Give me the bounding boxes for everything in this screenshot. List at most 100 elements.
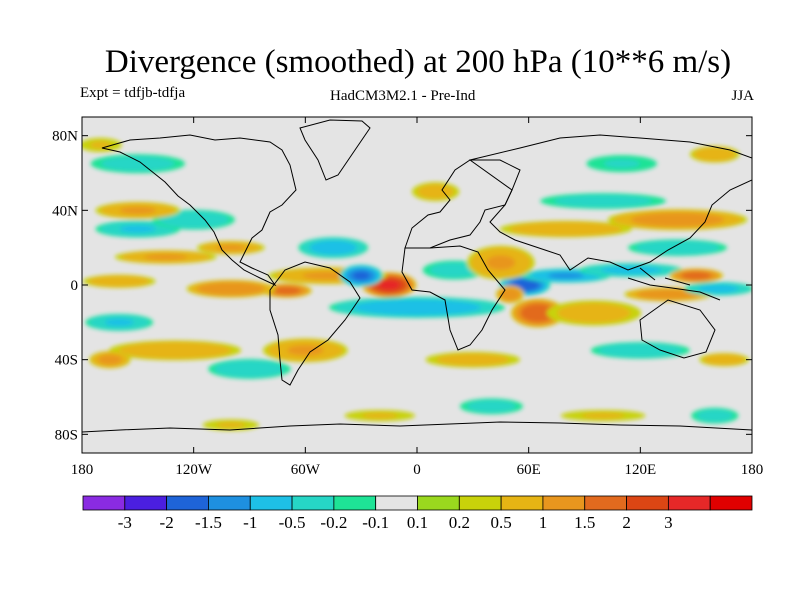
colorbar-label: 3 xyxy=(664,513,673,532)
colorbar-label: 1 xyxy=(539,513,548,532)
colorbar-label: 2 xyxy=(622,513,631,532)
contour-region xyxy=(214,360,285,378)
coastline-layer xyxy=(82,119,752,433)
contour-region xyxy=(630,212,725,227)
colorbar-swatch xyxy=(458,495,502,511)
colorbar-swatch xyxy=(417,495,460,511)
lon-tick-label: 60E xyxy=(517,462,541,478)
coastline-europe xyxy=(404,159,521,249)
colorbar-swatch xyxy=(375,495,418,511)
lat-tick-label: 0 xyxy=(71,278,79,294)
contour-region xyxy=(353,299,481,316)
colorbar-label: -1 xyxy=(243,513,257,532)
colorbar-label: -0.2 xyxy=(320,513,347,532)
contour-region xyxy=(197,281,265,296)
colorbar-swatch xyxy=(291,495,335,511)
contour-region xyxy=(89,141,112,149)
colorbar-label: -2 xyxy=(160,513,174,532)
lat-tick-label: 80S xyxy=(55,427,78,443)
contour-region xyxy=(352,271,370,281)
colorbar-swatch xyxy=(249,495,293,511)
colorbar: -3 -2 -1.5 -1 -0.5 -0.2 -0.1 0.1 0.2 0.5 1 1.5 2 3 xyxy=(82,495,753,532)
lon-tick-label: 0 xyxy=(413,462,421,478)
colorbar-swatch xyxy=(709,495,753,511)
contour-region xyxy=(600,266,662,275)
contour-region xyxy=(702,354,746,366)
coastline-australia xyxy=(639,299,716,359)
colorbar-swatch xyxy=(333,495,377,511)
contour-region xyxy=(597,343,683,358)
colorbar-label: -1.5 xyxy=(195,513,222,532)
contour-region xyxy=(509,221,623,237)
colorbar-swatch xyxy=(626,495,669,511)
lon-tick-label: 180 xyxy=(71,462,94,478)
contour-region xyxy=(216,422,246,428)
map-axes: 80N 40N 0 40S 80S 180 120W 60W 0 60E 120E 180 xyxy=(52,117,763,478)
colorbar-swatch xyxy=(542,495,586,511)
contour-region xyxy=(119,206,156,214)
contour-region xyxy=(696,409,734,422)
contour-region xyxy=(417,184,454,200)
contour-region xyxy=(557,303,631,323)
contour-region xyxy=(429,262,479,278)
contour-region xyxy=(635,240,720,255)
colorbar-label: 1.5 xyxy=(574,513,595,532)
colorbar-swatch xyxy=(124,495,168,511)
contour-region xyxy=(499,287,521,301)
colorbar-label: -0.5 xyxy=(279,513,306,532)
contour-region xyxy=(486,255,516,270)
contour-region xyxy=(547,272,584,279)
colorbar-label: 0.5 xyxy=(491,513,512,532)
lon-tick-label: 180 xyxy=(741,462,764,478)
colorbar-swatch xyxy=(166,495,209,511)
contour-region xyxy=(520,303,556,323)
lon-tick-label: 60W xyxy=(291,462,321,478)
colorbar-label: 0.1 xyxy=(407,513,428,532)
contour-region xyxy=(216,244,246,251)
model-label: HadCM3M2.1 - Pre-Ind xyxy=(330,88,476,104)
coastline-asia xyxy=(468,134,752,271)
coastline-south-america xyxy=(269,261,361,386)
coastline-greenland xyxy=(299,119,371,181)
map-title: Divergence (smoothed) at 200 hPa (10**6 … xyxy=(104,44,732,80)
contour-region xyxy=(693,147,736,162)
contour-region xyxy=(287,345,324,356)
contour-region xyxy=(144,254,188,260)
colorbar-label: 0.2 xyxy=(449,513,470,532)
contour-region xyxy=(603,159,640,169)
colorbar-label: -3 xyxy=(118,513,132,532)
contour-region xyxy=(104,318,134,326)
contour-region xyxy=(581,412,625,419)
contour-region xyxy=(119,225,156,233)
lon-tick-label: 120E xyxy=(624,462,656,478)
coastline-north-america xyxy=(101,134,297,287)
contour-region xyxy=(636,289,701,300)
lat-tick-label: 40S xyxy=(55,353,78,369)
contour-region xyxy=(309,240,357,255)
colorbar-swatch xyxy=(500,495,544,511)
coastline-antarctica xyxy=(82,421,752,433)
colorbar-label: -0.1 xyxy=(362,513,389,532)
colorbar-swatch xyxy=(82,495,126,511)
coastline-maritime-continent xyxy=(627,267,721,301)
coastline-africa xyxy=(401,245,506,351)
contour-region xyxy=(158,211,229,229)
experiment-label: Expt = tdfjb-tdfja xyxy=(80,85,186,101)
contour-region xyxy=(378,279,400,291)
contour-region xyxy=(272,286,301,295)
contour-region xyxy=(698,284,739,293)
contour-region xyxy=(361,412,398,419)
lon-tick-label: 120W xyxy=(175,462,213,478)
lat-tick-label: 80N xyxy=(52,129,78,145)
lat-tick-label: 40N xyxy=(52,203,78,219)
contour-region xyxy=(554,194,653,208)
contour-region xyxy=(436,353,510,366)
contour-region xyxy=(101,156,175,172)
contour-region xyxy=(118,341,232,359)
contour-region xyxy=(88,275,151,287)
colorbar-swatch xyxy=(667,495,711,511)
contour-region xyxy=(681,271,712,280)
contour-region xyxy=(466,400,516,413)
contour-fill-layer xyxy=(82,137,752,431)
